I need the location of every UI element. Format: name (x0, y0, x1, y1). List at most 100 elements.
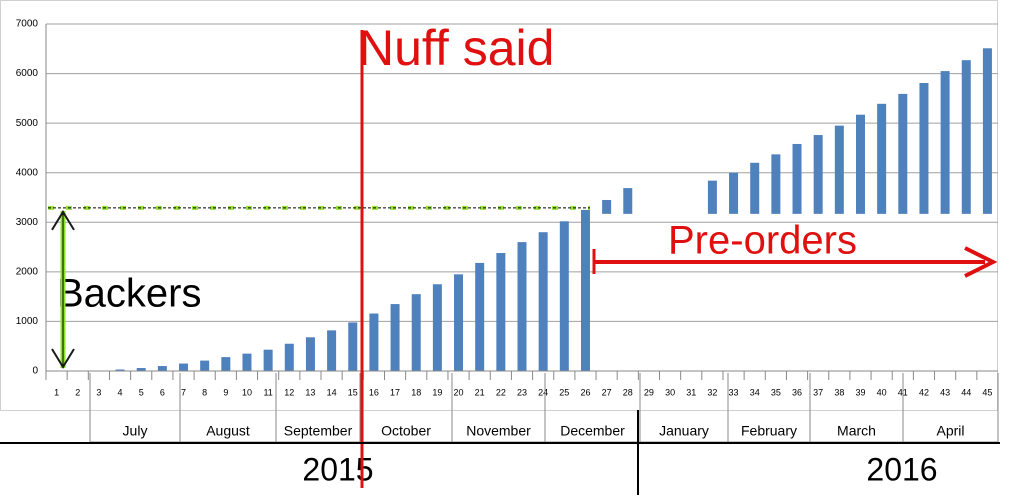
x-tick-label: 13 (305, 387, 315, 397)
bar (877, 104, 886, 214)
x-tick-label: 38 (834, 387, 844, 397)
x-tick-label: 7 (181, 387, 186, 397)
bar (496, 253, 505, 371)
x-tick-label: 4 (118, 387, 123, 397)
x-tick-label: 23 (517, 387, 527, 397)
bar (348, 322, 357, 371)
y-tick-label: 2000 (16, 266, 39, 277)
x-tick-label: 29 (644, 387, 654, 397)
bar (941, 71, 950, 214)
bar (539, 232, 548, 371)
month-label: March (837, 423, 876, 439)
month-label: February (741, 423, 797, 439)
x-tick-label: 31 (686, 387, 696, 397)
x-tick-label: 42 (919, 387, 929, 397)
x-tick-label: 45 (982, 387, 992, 397)
pre-orders-label: Pre-orders (668, 219, 857, 263)
x-tick-label: 20 (454, 387, 464, 397)
x-tick-label: 3 (96, 387, 101, 397)
year-label: 2016 (866, 451, 937, 487)
month-label: September (284, 423, 353, 439)
bar (835, 126, 844, 214)
x-tick-label: 8 (202, 387, 207, 397)
x-tick-label: 21 (475, 387, 485, 397)
bar (983, 48, 992, 214)
x-tick-label: 18 (411, 387, 421, 397)
month-label: January (659, 423, 709, 439)
month-label: October (381, 423, 431, 439)
bar (814, 135, 823, 214)
x-tick-label: 11 (263, 387, 272, 397)
y-tick-label: 0 (32, 366, 38, 377)
x-tick-label: 6 (160, 387, 165, 397)
x-tick-label: 39 (855, 387, 865, 397)
bar (898, 94, 907, 214)
bar (750, 163, 759, 214)
x-tick-label: 1 (54, 387, 59, 397)
month-label: December (560, 423, 625, 439)
x-tick-label: 16 (369, 387, 379, 397)
x-tick-label: 14 (327, 387, 337, 397)
bar (242, 354, 251, 371)
month-label: August (206, 423, 250, 439)
bar (179, 364, 188, 371)
bar (264, 350, 273, 371)
bar (412, 294, 421, 371)
backers-label: Backers (57, 272, 202, 316)
bar (369, 313, 378, 371)
x-tick-label: 35 (771, 387, 781, 397)
bar (919, 83, 928, 214)
month-label: April (936, 423, 964, 439)
bar (285, 344, 294, 371)
x-tick-label: 22 (496, 387, 506, 397)
x-tick-label: 34 (750, 387, 760, 397)
bar (306, 337, 315, 371)
x-tick-label: 5 (139, 387, 144, 397)
bar (454, 274, 463, 371)
bar (560, 221, 569, 371)
bar (729, 173, 738, 214)
x-tick-label: 25 (559, 387, 569, 397)
x-tick-label: 36 (792, 387, 802, 397)
x-tick-label: 43 (940, 387, 950, 397)
x-tick-label: 17 (390, 387, 400, 397)
month-label: July (123, 423, 148, 439)
bar (793, 144, 802, 214)
y-tick-label: 3000 (16, 217, 39, 228)
x-tick-label: 40 (877, 387, 887, 397)
bar (518, 242, 527, 371)
bar (475, 263, 484, 371)
y-tick-label: 6000 (16, 68, 39, 79)
bar (602, 200, 611, 214)
x-tick-label: 24 (538, 387, 548, 397)
bar (623, 188, 632, 214)
bar (962, 60, 971, 214)
bar (856, 115, 865, 214)
x-tick-label: 12 (284, 387, 294, 397)
x-tick-label: 9 (223, 387, 228, 397)
x-tick-label: 26 (580, 387, 590, 397)
nuff-said-label: Nuff said (358, 20, 554, 76)
bar (221, 357, 230, 371)
x-tick-label: 30 (665, 387, 675, 397)
x-tick-label: 10 (242, 387, 252, 397)
bar (391, 304, 400, 371)
x-tick-label: 32 (707, 387, 717, 397)
bar (433, 284, 442, 371)
y-tick-label: 4000 (16, 167, 39, 178)
bar (158, 366, 167, 371)
bar (581, 210, 590, 371)
x-tick-label: 37 (813, 387, 823, 397)
y-tick-label: 7000 (16, 19, 39, 30)
bar (708, 181, 717, 214)
bar (771, 154, 780, 213)
y-tick-label: 5000 (16, 118, 39, 129)
x-tick-label: 44 (961, 387, 971, 397)
bar (327, 330, 336, 371)
x-tick-label: 2 (75, 387, 80, 397)
x-tick-label: 15 (348, 387, 358, 397)
x-tick-label: 19 (432, 387, 442, 397)
bar (200, 361, 209, 371)
x-tick-label: 28 (623, 387, 633, 397)
